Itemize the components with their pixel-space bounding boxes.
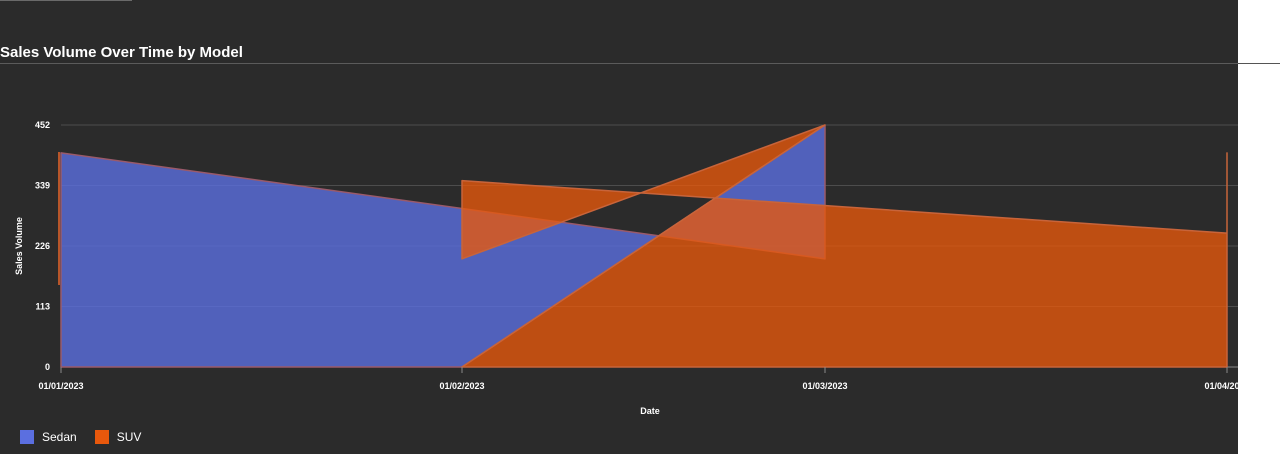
x-tick-label: 01/01/2023 [38,381,83,391]
series-areas [60,124,1228,368]
series-area-suv [461,124,1228,368]
legend-item-sedan[interactable]: Sedan [20,430,77,444]
chart-legend: Sedan SUV [20,430,159,444]
legend-label: SUV [116,430,142,444]
x-tick-label: 01/03/2023 [802,381,847,391]
chart-title: Sales Volume Over Time by Model [0,44,243,61]
title-divider [0,63,1238,64]
chart-canvas: 0 113 226 339 452 01/01/2023 01/02/2023 01/03/2… [14,120,1238,416]
y-tick-label: 339 [35,181,50,191]
y-axis-title: Sales Volume [14,217,24,275]
chart-panel: Sales Volume Over Time by Model 0 113 226 3… [0,0,1238,454]
legend-item-suv[interactable]: SUV [94,430,142,444]
x-axis-title: Date [640,406,660,416]
y-tick-label: 452 [35,120,50,130]
top-divider [0,0,132,1]
axes: 0 113 226 339 452 01/01/2023 01/02/2023 01/03/2… [35,120,1238,391]
y-tick-label: 0 [45,362,50,372]
legend-swatch [20,430,34,444]
x-tick-label: 01/02/2023 [439,381,484,391]
y-tick-label: 113 [35,302,50,312]
x-tick-label: 01/04/2023 [1204,381,1238,391]
legend-label: Sedan [42,430,77,444]
legend-swatch [94,430,109,444]
y-tick-label: 226 [35,241,50,251]
outer-divider [1238,63,1280,64]
